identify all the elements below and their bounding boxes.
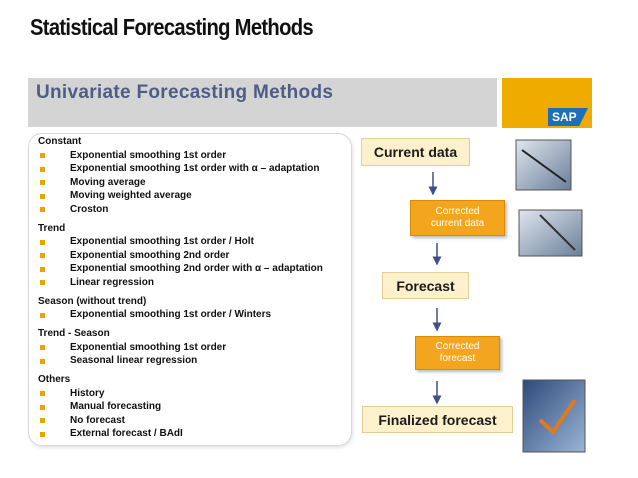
bullet bbox=[40, 391, 45, 396]
photo bbox=[515, 139, 572, 191]
group-heading: Others bbox=[38, 374, 71, 385]
bullet bbox=[40, 358, 45, 364]
methods-panel bbox=[28, 133, 352, 446]
bullet bbox=[40, 345, 45, 350]
bullet bbox=[40, 193, 45, 199]
method-item: External forecast / BAdI bbox=[70, 428, 183, 439]
method-item: Exponential smoothing 1st order with α –… bbox=[70, 163, 320, 174]
method-item: Manual forecasting bbox=[70, 401, 162, 412]
bullet bbox=[40, 418, 45, 423]
flow-box: Corrected current data bbox=[410, 200, 505, 236]
photo bbox=[522, 379, 586, 453]
photo bbox=[518, 209, 583, 257]
group-heading: Trend bbox=[38, 222, 66, 234]
slide-title: Statistical Forecasting Methods bbox=[30, 14, 314, 40]
group-heading: Trend - Season bbox=[38, 328, 110, 339]
photo-detail bbox=[539, 214, 576, 251]
method-item: Linear regression bbox=[70, 276, 154, 288]
method-item: No forecast bbox=[70, 414, 126, 426]
flow-box: Finalized forecast bbox=[362, 406, 513, 433]
bullet bbox=[40, 431, 45, 437]
method-item: History bbox=[70, 387, 105, 399]
banner bbox=[28, 78, 497, 127]
group-heading: Constant bbox=[38, 136, 82, 147]
bullet bbox=[40, 239, 45, 245]
bullet bbox=[40, 153, 45, 158]
method-item: Exponential smoothing 2nd order bbox=[70, 249, 230, 261]
bullet bbox=[40, 180, 45, 185]
photo-detail bbox=[521, 149, 567, 183]
photo-detail bbox=[538, 398, 577, 436]
bullet bbox=[40, 207, 45, 212]
method-item: Seasonal linear regression bbox=[70, 355, 198, 366]
bullet bbox=[40, 253, 45, 258]
method-item: Exponential smoothing 2nd order with α –… bbox=[70, 263, 323, 274]
method-item: Exponential smoothing 1st order bbox=[70, 149, 227, 161]
flow-box: Current data bbox=[361, 138, 470, 166]
method-item: Exponential smoothing 1st order / Winter… bbox=[70, 309, 272, 320]
logo: SAP bbox=[548, 108, 588, 126]
bullet bbox=[40, 266, 45, 272]
flow-box: Forecast bbox=[382, 272, 469, 299]
method-item: Moving average bbox=[70, 176, 146, 188]
flow-box: Corrected forecast bbox=[415, 336, 500, 370]
method-item: Moving weighted average bbox=[70, 190, 192, 201]
banner-title: Univariate Forecasting Methods bbox=[36, 82, 334, 103]
method-item: Exponential smoothing 1st order / Holt bbox=[70, 236, 254, 247]
bullet bbox=[40, 280, 45, 285]
group-heading: Season (without trend) bbox=[38, 295, 147, 307]
method-item: Croston bbox=[70, 203, 109, 215]
bullet bbox=[40, 404, 45, 410]
bullet bbox=[40, 312, 45, 318]
bullet bbox=[40, 166, 45, 172]
method-item: Exponential smoothing 1st order bbox=[70, 341, 227, 353]
